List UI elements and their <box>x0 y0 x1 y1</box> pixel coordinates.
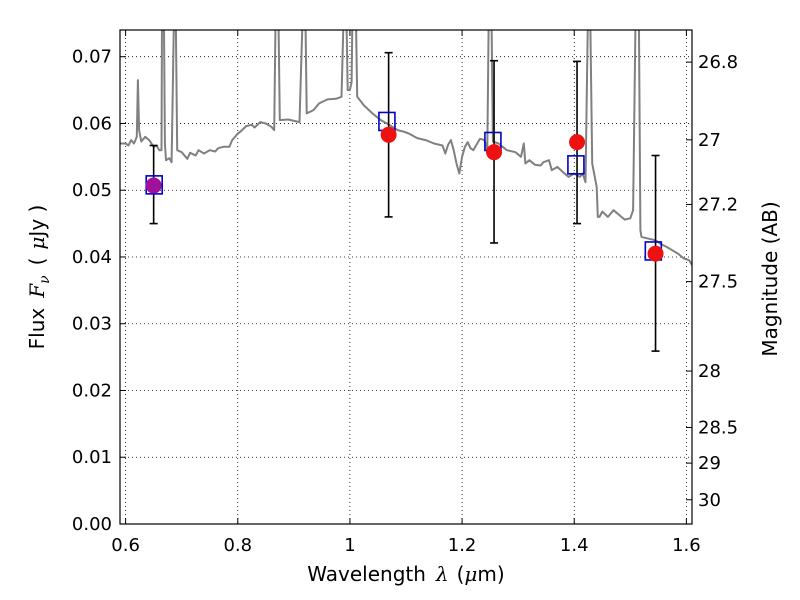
axes: 0.6 0.8 1 1.2 1.4 1.6 0.00 0.01 0.02 0.03 0.04 0.05… <box>72 30 738 556</box>
observed-flux-marker <box>569 134 586 151</box>
y-tick-label: 0.07 <box>72 47 112 68</box>
y2-tick-label: 28 <box>698 361 721 382</box>
y2-axis-label: Magnitude (AB) <box>758 201 782 356</box>
x-tick-label: 0.6 <box>111 535 140 556</box>
y2-tick-label: 29 <box>698 453 721 474</box>
y-tick-label: 0.00 <box>72 514 112 535</box>
y-tick-label: 0.03 <box>72 314 112 335</box>
x-tick-label: 1.2 <box>448 535 477 556</box>
y2-tick-label: 26.8 <box>698 52 738 73</box>
x-axis-label: Wavelength λ (μm) <box>307 562 504 586</box>
observed-flux-marker <box>486 144 503 161</box>
y2-tick-label: 27.5 <box>698 272 738 293</box>
y-tick-label: 0.02 <box>72 380 112 401</box>
y-axis-label: FluxFν(μJy ) <box>25 205 53 350</box>
observed-flux-marker <box>145 177 162 194</box>
x-tick-label: 1 <box>344 535 355 556</box>
y-tick-label: 0.01 <box>72 447 112 468</box>
y2-tick-label: 27.2 <box>698 194 738 215</box>
x-tick-label: 0.8 <box>223 535 252 556</box>
y-tick-label: 0.06 <box>72 113 112 134</box>
observed-flux-marker <box>380 126 397 143</box>
grid <box>120 30 692 524</box>
y-tick-label: 0.05 <box>72 180 112 201</box>
plot-frame <box>119 29 693 525</box>
model-photometry-marker <box>567 155 585 175</box>
y2-tick-label: 28.5 <box>698 418 738 439</box>
x-tick-label: 1.4 <box>560 535 589 556</box>
y-tick-label: 0.04 <box>72 247 112 268</box>
x-tick-label: 1.6 <box>672 535 701 556</box>
plot-area <box>120 30 692 352</box>
y2-tick-label: 30 <box>698 490 721 511</box>
observed-flux-marker <box>647 245 664 262</box>
model-spectrum-line <box>120 30 692 266</box>
y2-tick-label: 27 <box>698 130 721 151</box>
